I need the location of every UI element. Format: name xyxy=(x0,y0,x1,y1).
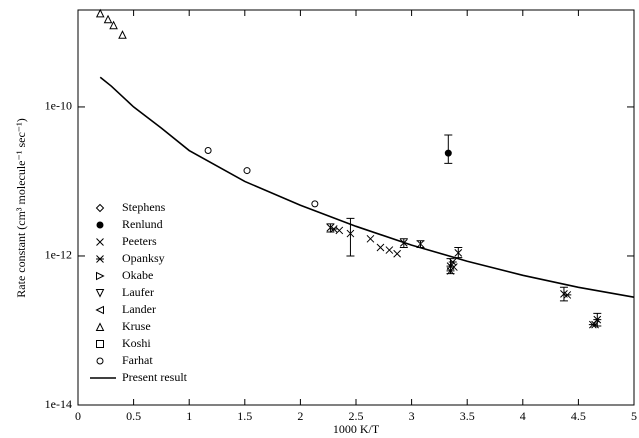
marker xyxy=(204,147,212,155)
marker xyxy=(95,8,105,18)
y-tick-label: 1e-14 xyxy=(45,397,72,411)
legend-swatch xyxy=(95,289,105,298)
y-axis-label: Rate constant (cm³ molecule⁻¹ sec⁻¹) xyxy=(14,118,28,297)
x-tick-label: 1.5 xyxy=(237,409,252,423)
legend-swatch xyxy=(96,340,104,348)
legend-swatch xyxy=(95,203,105,213)
x-tick-label: 5 xyxy=(631,409,637,423)
marker xyxy=(446,267,455,275)
legend-label: Stephens xyxy=(122,200,166,214)
legend-label: Renlund xyxy=(122,217,163,231)
y-tick-label: 1e-12 xyxy=(45,248,72,262)
legend-swatch xyxy=(96,238,104,246)
legend-swatch xyxy=(95,322,105,331)
legend-label: Present result xyxy=(122,370,188,384)
legend-label: Laufer xyxy=(122,285,154,299)
marker xyxy=(393,249,401,258)
legend-label: Kruse xyxy=(122,319,151,333)
marker xyxy=(346,229,355,238)
marker xyxy=(329,225,338,233)
marker xyxy=(311,200,319,208)
marker xyxy=(335,226,344,235)
legend-label: Lander xyxy=(122,302,156,316)
legend-swatch xyxy=(96,221,104,229)
x-tick-label: 3.5 xyxy=(460,409,475,423)
marker xyxy=(103,14,113,24)
marker xyxy=(243,167,251,175)
marker xyxy=(588,320,597,329)
y-tick-label: 1e-10 xyxy=(45,99,72,113)
x-tick-label: 2 xyxy=(297,409,303,423)
legend-label: Peeters xyxy=(122,234,157,248)
x-tick-label: 1 xyxy=(186,409,192,423)
legend-label: Koshi xyxy=(122,336,151,350)
legend-label: Okabe xyxy=(122,268,153,282)
line-series xyxy=(99,76,635,298)
x-tick-label: 0 xyxy=(75,409,81,423)
x-tick-label: 0.5 xyxy=(126,409,141,423)
marker xyxy=(563,291,572,299)
x-axis-label: 1000 K/T xyxy=(333,422,380,436)
marker xyxy=(448,258,457,266)
legend-swatch xyxy=(95,305,104,315)
x-tick-label: 2.5 xyxy=(349,409,364,423)
x-tick-label: 4 xyxy=(520,409,526,423)
x-tick-label: 4.5 xyxy=(571,409,586,423)
marker xyxy=(454,249,463,257)
marker xyxy=(109,20,118,30)
legend-label: Opanksy xyxy=(122,251,165,265)
legend-swatch xyxy=(96,271,105,281)
marker xyxy=(366,234,375,243)
marker xyxy=(385,246,394,254)
legend-swatch xyxy=(96,255,104,263)
marker xyxy=(118,30,127,39)
legend-swatch xyxy=(96,357,104,365)
marker xyxy=(376,243,385,252)
x-tick-label: 3 xyxy=(409,409,415,423)
legend-label: Farhat xyxy=(122,353,153,367)
marker xyxy=(444,149,452,157)
error-bar xyxy=(444,134,453,164)
